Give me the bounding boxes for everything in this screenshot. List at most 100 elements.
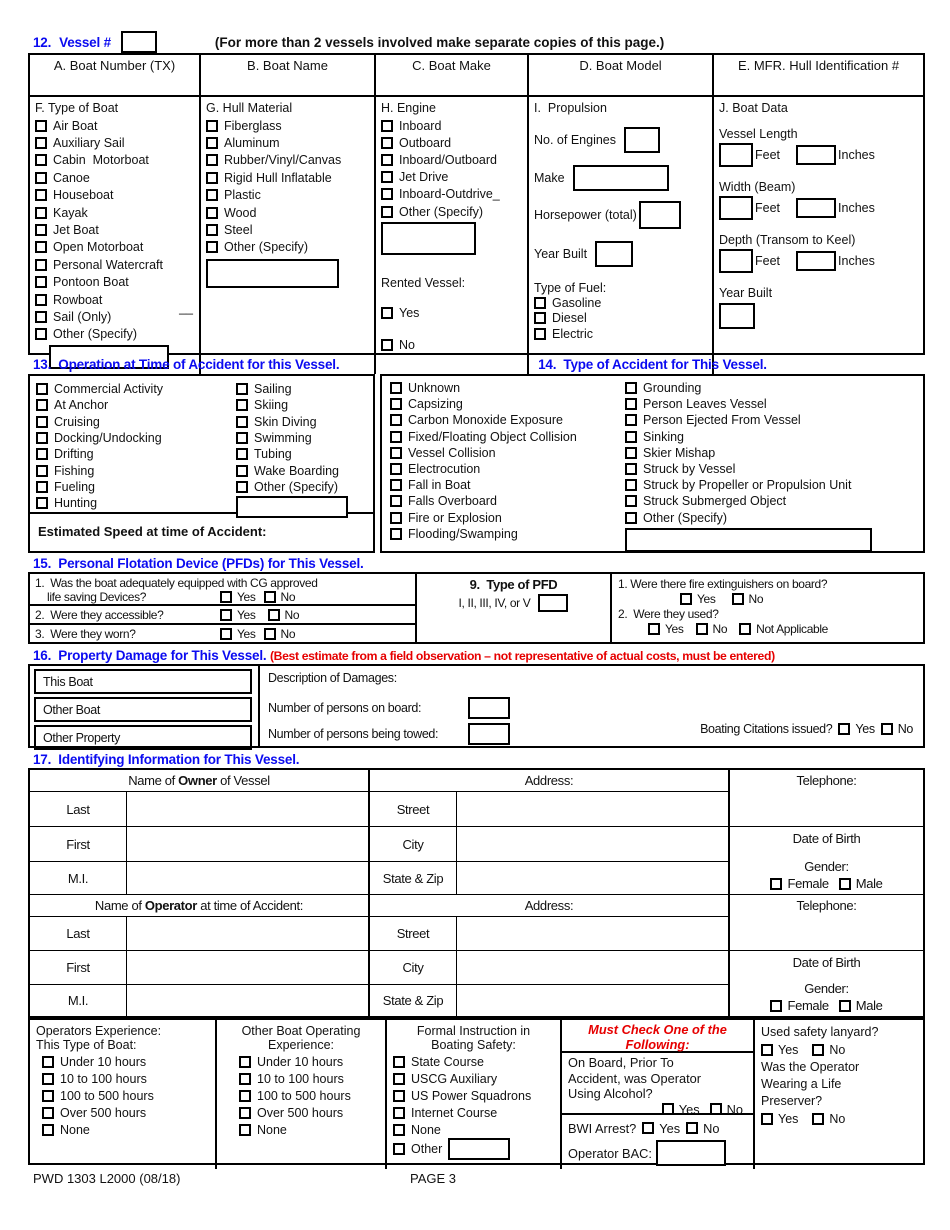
- estimated-speed-label[interactable]: Estimated Speed at time of Accident:: [30, 512, 373, 553]
- persons-on-board-input[interactable]: [468, 697, 510, 719]
- fire-q1-no-checkbox[interactable]: [731, 593, 744, 605]
- checkbox[interactable]: [239, 1072, 251, 1085]
- vessel-number-input[interactable]: [120, 31, 157, 53]
- length-feet-input[interactable]: [719, 143, 753, 167]
- alcohol-no-checkbox[interactable]: [709, 1103, 722, 1116]
- checkbox[interactable]: [390, 495, 402, 508]
- owner-mi-input[interactable]: [127, 862, 370, 895]
- checkbox[interactable]: [35, 137, 47, 150]
- checkbox[interactable]: [35, 310, 47, 323]
- checkbox[interactable]: [206, 206, 218, 219]
- checkbox[interactable]: [35, 293, 47, 306]
- checkbox[interactable]: [390, 446, 402, 459]
- checkbox[interactable]: [393, 1123, 405, 1136]
- lanyard-no-checkbox[interactable]: [812, 1044, 825, 1056]
- checkbox[interactable]: [239, 1089, 251, 1102]
- checkbox[interactable]: [625, 511, 637, 524]
- operator-male-checkbox[interactable]: [838, 999, 851, 1012]
- checkbox[interactable]: [381, 136, 393, 149]
- horsepower-input[interactable]: [638, 201, 681, 229]
- pfd-q1-yes-checkbox[interactable]: [220, 590, 232, 603]
- owner-last-input[interactable]: [127, 792, 370, 827]
- pfd-q2-no-checkbox[interactable]: [267, 608, 280, 621]
- checkbox[interactable]: [206, 119, 218, 132]
- checkbox[interactable]: [625, 430, 637, 443]
- checkbox[interactable]: [36, 448, 48, 461]
- checkbox[interactable]: [390, 527, 402, 540]
- checkbox[interactable]: [206, 137, 218, 150]
- checkbox[interactable]: [236, 448, 248, 461]
- checkbox[interactable]: [36, 432, 48, 445]
- checkbox[interactable]: [35, 241, 47, 254]
- operator-city-input[interactable]: [457, 951, 730, 985]
- owner-female-checkbox[interactable]: [770, 877, 783, 890]
- checkbox[interactable]: [36, 480, 48, 493]
- checkbox[interactable]: [625, 446, 637, 459]
- cell-hull-id[interactable]: E. MFR. Hull Identification #: [714, 55, 923, 97]
- checkbox[interactable]: [36, 383, 48, 396]
- width-inches-input[interactable]: [796, 198, 837, 218]
- pfd-q3-yes-checkbox[interactable]: [220, 627, 232, 640]
- no-of-engines-input[interactable]: [624, 127, 660, 153]
- hull-other-input[interactable]: [206, 259, 339, 289]
- citations-no-checkbox[interactable]: [880, 723, 893, 735]
- checkbox[interactable]: [390, 414, 402, 427]
- checkbox[interactable]: [381, 205, 393, 218]
- checkbox[interactable]: [35, 206, 47, 219]
- operator-statezip-input[interactable]: [457, 985, 730, 1016]
- checkbox[interactable]: [625, 495, 637, 508]
- bac-input[interactable]: [655, 1140, 726, 1166]
- checkbox[interactable]: [236, 415, 248, 428]
- checkbox[interactable]: [390, 382, 402, 395]
- checkbox[interactable]: [42, 1055, 54, 1068]
- cell-boat-model[interactable]: D. Boat Model: [529, 55, 714, 97]
- checkbox[interactable]: [393, 1055, 405, 1068]
- depth-inches-input[interactable]: [796, 251, 837, 271]
- checkbox[interactable]: [236, 432, 248, 445]
- checkbox[interactable]: [35, 119, 47, 132]
- checkbox[interactable]: [42, 1123, 54, 1136]
- fire-q2-no-checkbox[interactable]: [695, 623, 708, 635]
- owner-dob-label[interactable]: Date of Birth: [792, 831, 861, 846]
- year-built-input[interactable]: [595, 241, 634, 267]
- cell-boat-number[interactable]: A. Boat Number (TX): [30, 55, 201, 97]
- lanyard-yes-checkbox[interactable]: [761, 1044, 773, 1056]
- checkbox[interactable]: [625, 398, 637, 411]
- pfd-type-input[interactable]: [538, 594, 569, 612]
- checkbox[interactable]: [625, 382, 637, 395]
- width-feet-input[interactable]: [719, 196, 753, 220]
- fire-q2-na-checkbox[interactable]: [739, 623, 752, 635]
- owner-male-checkbox[interactable]: [838, 877, 851, 890]
- checkbox[interactable]: [236, 480, 248, 493]
- checkbox[interactable]: [625, 479, 637, 492]
- checkbox[interactable]: [390, 511, 402, 524]
- pfd-q2-yes-checkbox[interactable]: [220, 608, 232, 621]
- operator-dob-label[interactable]: Date of Birth: [792, 955, 861, 970]
- bwi-yes-checkbox[interactable]: [642, 1122, 655, 1134]
- checkbox[interactable]: [390, 398, 402, 411]
- checkbox[interactable]: [206, 241, 218, 254]
- checkbox[interactable]: [236, 383, 248, 396]
- checkbox[interactable]: [393, 1106, 405, 1119]
- fire-q1-yes-checkbox[interactable]: [680, 593, 692, 605]
- alcohol-yes-checkbox[interactable]: [661, 1103, 674, 1116]
- owner-street-input[interactable]: [457, 792, 730, 827]
- pfd-q1-no-checkbox[interactable]: [263, 590, 276, 603]
- cell-boat-make[interactable]: C. Boat Make: [376, 55, 529, 97]
- owner-first-input[interactable]: [127, 827, 370, 862]
- accident-other-input[interactable]: [625, 527, 872, 552]
- operator-mi-input[interactable]: [127, 985, 370, 1016]
- citations-yes-checkbox[interactable]: [838, 723, 851, 735]
- checkbox[interactable]: [35, 171, 47, 184]
- operator-telephone-cell[interactable]: Telephone:: [730, 895, 923, 951]
- checkbox[interactable]: [206, 189, 218, 202]
- checkbox[interactable]: [239, 1123, 251, 1136]
- instruction-other-checkbox[interactable]: [393, 1142, 405, 1155]
- checkbox[interactable]: [534, 312, 546, 325]
- checkbox[interactable]: [236, 399, 248, 412]
- operator-last-input[interactable]: [127, 917, 370, 951]
- other-property-field[interactable]: Other Property: [34, 725, 252, 750]
- checkbox[interactable]: [206, 224, 218, 237]
- checkbox[interactable]: [236, 464, 248, 477]
- checkbox[interactable]: [35, 276, 47, 289]
